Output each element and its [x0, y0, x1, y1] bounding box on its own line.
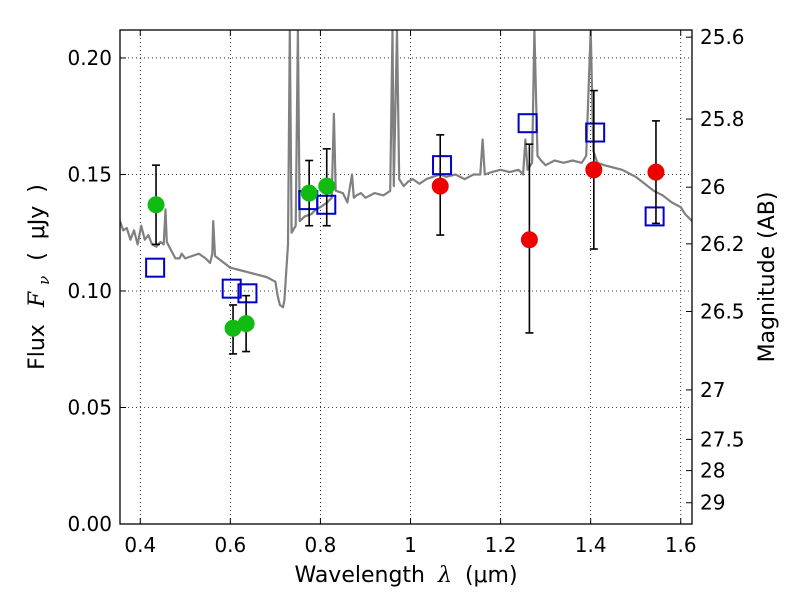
photometry-point	[520, 231, 538, 249]
plot-background	[120, 30, 692, 524]
x-tick-label: 0.4	[124, 533, 156, 557]
y2-tick-label: 26	[700, 175, 725, 199]
x-tick-label: 1.6	[665, 533, 697, 557]
x-axis-title: Wavelength λ (μm)	[294, 563, 517, 588]
photometry-point	[147, 196, 165, 214]
x-tick-label: 0.8	[305, 533, 337, 557]
photometry-point	[318, 177, 336, 195]
model-photometry-square	[585, 122, 606, 143]
y-tick-label: 0.00	[67, 512, 112, 536]
photometry-point	[431, 177, 449, 195]
y-tick-label: 0.20	[67, 46, 112, 70]
x-axis-unit: (μm)	[465, 563, 518, 588]
y-axis-flux-symbol: F	[25, 291, 50, 308]
y-axis-title-prefix: Flux	[25, 324, 50, 370]
y-axis-open-paren: (	[25, 252, 50, 261]
y2-tick-label: 29	[700, 491, 725, 515]
x-tick-label: 0.6	[214, 533, 246, 557]
y-axis-unit: μJy	[25, 206, 50, 240]
model-photometry-square	[517, 113, 538, 134]
y-axis-title: Flux F ν ( μJy )	[25, 184, 55, 370]
x-tick-label: 1.2	[485, 533, 517, 557]
y-tick-label: 0.05	[67, 395, 112, 419]
x-tick-label: 1	[404, 533, 417, 557]
y2-tick-label: 25.6	[700, 25, 745, 49]
y2-tick-label: 27.5	[700, 427, 745, 451]
model-photometry-square	[644, 206, 665, 227]
y-axis-close-paren: )	[25, 184, 50, 193]
y2-axis-title: Magnitude (AB)	[755, 192, 780, 363]
photometry-point	[647, 163, 665, 181]
x-axis-title-prefix: Wavelength	[294, 563, 425, 588]
y-tick-label: 0.10	[67, 279, 112, 303]
photometry-point	[300, 184, 318, 202]
model-photometry-square	[432, 155, 453, 176]
y2-tick-label: 26.2	[700, 232, 745, 256]
model-spectrum-layer	[120, 30, 692, 309]
x-axis-lambda-symbol: λ	[437, 563, 452, 588]
model-photometry-square	[145, 257, 166, 278]
y2-tick-label: 27	[700, 378, 725, 402]
model-photometry-square	[237, 283, 258, 304]
photometry-point	[237, 315, 255, 333]
y2-tick-label: 28	[700, 459, 725, 483]
x-tick-label: 1.4	[575, 533, 607, 557]
y2-tick-label: 25.8	[700, 107, 745, 131]
model-spectrum-line	[120, 30, 692, 309]
photometry-point	[585, 161, 603, 179]
model-photometry-square	[221, 278, 242, 299]
y2-tick-label: 26.5	[700, 299, 745, 323]
y-axis-flux-subscript: ν	[35, 276, 53, 285]
plot-frame	[119, 29, 693, 525]
data-points-layer	[145, 89, 665, 355]
axis-ticks: 0.4 0.6 0.8 1 1.2 1.4 1.6 0.00 0.05 0.10 0.15 0.20 2…	[67, 25, 744, 557]
y-tick-label: 0.15	[67, 162, 112, 186]
